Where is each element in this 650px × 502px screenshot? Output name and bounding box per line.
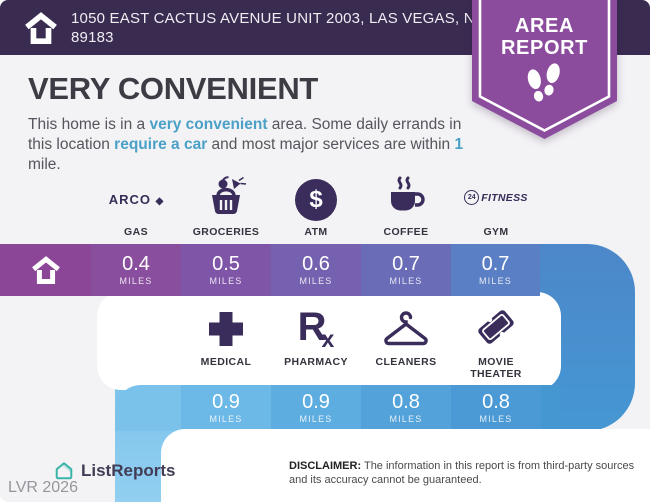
distance-cell-groceries: 0.5 MILES: [181, 244, 271, 296]
distance-cell-coffee: 0.7 MILES: [361, 244, 451, 296]
medical-cross-icon: [209, 312, 243, 346]
hanger-icon: [384, 311, 428, 346]
distance-bar-top: 0.4 MILES 0.5 MILES 0.6 MILES 0.7 MILES 0.7 M…: [0, 244, 540, 296]
curve-segment: [115, 385, 181, 431]
arco-diamond-icon: ◆: [155, 196, 164, 207]
distance-cell-pharmacy: 0.9 MILES: [271, 385, 361, 431]
area-report-badge: AREA REPORT: [472, 0, 617, 140]
disclaimer-text: DISCLAIMER: The information in this repo…: [289, 460, 635, 486]
badge-shield-shape: [472, 0, 617, 139]
highlight-very-convenient: very convenient: [149, 116, 268, 133]
address-line-2: 89183: [71, 28, 114, 46]
row2-card: [97, 292, 561, 390]
listreports-logo-icon: [55, 462, 73, 480]
distance-bar-bottom: 0.9 MILES 0.9 MILES 0.8 MILES 0.8 MILES: [115, 385, 561, 431]
intro-paragraph: This home is in a very convenient area. …: [28, 116, 464, 173]
place-pharmacy: Rx PHARMACY: [271, 304, 361, 368]
place-label: CLEANERS: [375, 356, 437, 368]
place-label: MEDICAL: [200, 356, 252, 368]
badge-title: AREA REPORT: [501, 15, 588, 59]
connector-segment: [541, 385, 561, 431]
arco-logo: ARCO ◆: [108, 192, 164, 207]
distance-cell-atm: 0.6 MILES: [271, 244, 361, 296]
home-segment: [0, 244, 91, 296]
atm-dollar-icon: $: [295, 179, 337, 221]
highlight-one: 1: [454, 136, 464, 153]
place-label: GAS: [124, 226, 148, 238]
lvr-code: LVR 2026: [8, 479, 78, 496]
home-marker-icon: [31, 256, 60, 284]
place-movie-theater: MOVIE THEATER: [451, 304, 541, 380]
distance-cell-gym: 0.7 MILES: [451, 244, 540, 296]
place-gym: 24 FITNESS GYM: [451, 174, 541, 238]
distance-cell-gas: 0.4 MILES: [91, 244, 181, 296]
place-coffee: COFFEE: [361, 174, 451, 238]
rx-icon: Rx: [297, 305, 335, 352]
footprints-icon: [527, 63, 560, 102]
coffee-cup-icon: [391, 176, 425, 211]
brand-name: ListReports: [81, 461, 176, 480]
place-groceries: GROCERIES: [181, 174, 271, 238]
listreports-brand: ListReports: [54, 461, 175, 481]
place-label: MOVIE THEATER: [470, 356, 522, 380]
address-line-1: 1050 EAST CACTUS AVENUE UNIT 2003, LAS V…: [71, 9, 485, 27]
place-gas: ARCO ◆ GAS: [91, 174, 181, 238]
place-label: GROCERIES: [192, 226, 260, 238]
place-atm: $ ATM: [271, 174, 361, 238]
page-title: VERY CONVENIENT: [28, 71, 319, 106]
highlight-require-a-car: require a car: [114, 136, 208, 153]
property-address: 1050 EAST CACTUS AVENUE UNIT 2003, LAS V…: [71, 9, 485, 47]
place-label: GYM: [483, 226, 509, 238]
place-label: PHARMACY: [284, 356, 348, 368]
disclaimer-card: [161, 429, 650, 502]
distance-cell-cleaners: 0.8 MILES: [361, 385, 451, 431]
24-fitness-logo: 24 FITNESS: [464, 190, 527, 205]
distance-cell-movie-theater: 0.8 MILES: [451, 385, 541, 431]
distance-cell-medical: 0.9 MILES: [181, 385, 271, 431]
place-label: COFFEE: [383, 226, 429, 238]
place-cleaners: CLEANERS: [361, 304, 451, 368]
place-label: ATM: [304, 226, 328, 238]
home-icon: [25, 11, 57, 44]
groceries-basket-icon: [212, 176, 247, 215]
24-circle-icon: 24: [464, 190, 480, 205]
place-medical: MEDICAL: [181, 304, 271, 368]
movie-ticket-icon: [478, 310, 514, 344]
